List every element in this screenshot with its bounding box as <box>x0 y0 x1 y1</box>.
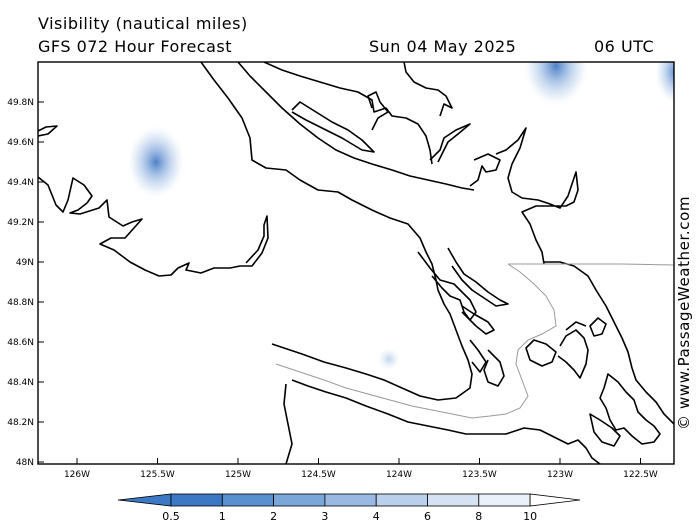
fog-patch <box>522 62 590 108</box>
lon-label: 123W <box>547 470 573 480</box>
legend-swatch <box>273 493 326 507</box>
legend-label: 6 <box>424 510 431 523</box>
map-title: Visibility (nautical miles) <box>38 14 248 33</box>
forecast-label: GFS 072 Hour Forecast <box>38 37 233 56</box>
legend-swatch <box>221 493 275 507</box>
coastline <box>38 62 674 464</box>
legend-swatch <box>478 493 531 507</box>
lat-label: 49.8N <box>7 98 34 108</box>
lat-label: 49.2N <box>7 218 34 228</box>
legend-swatch <box>324 493 377 507</box>
fog-patch <box>654 62 674 106</box>
lon-label: 123.5W <box>462 470 497 480</box>
lat-label: 49.6N <box>7 138 34 148</box>
lon-label: 122.5W <box>623 470 658 480</box>
lat-label: 48.4N <box>7 378 34 388</box>
forecast-date: Sun 04 May 2025 <box>369 37 517 56</box>
legend-label: 1 <box>219 510 226 523</box>
legend-swatch <box>427 493 480 507</box>
legend-swatch <box>375 493 428 507</box>
lat-label: 48.6N <box>7 338 34 348</box>
lon-label: 125.5W <box>140 470 175 480</box>
lon-label: 126W <box>64 470 90 480</box>
legend-label: 4 <box>373 510 380 523</box>
latitude-axis: 49.8N 49.6N 49.4N 49.2N 49N 48.8N 48.6N 48.4N 48… <box>7 98 44 468</box>
map-frame <box>37 61 675 465</box>
lat-label: 48.2N <box>7 418 34 428</box>
forecast-time: 06 UTC <box>594 37 655 56</box>
legend-arrow-high <box>529 493 581 507</box>
lon-label: 124.5W <box>301 470 336 480</box>
longitude-axis: 126W 125.5W 125W 124.5W 124W 123.5W 123W 122.5W <box>64 458 658 480</box>
legend-label: 3 <box>321 510 328 523</box>
legend-label: 0.5 <box>162 510 180 523</box>
border-lines <box>275 263 674 419</box>
lat-label: 49.4N <box>7 178 34 188</box>
legend-arrow-low <box>117 493 172 507</box>
fog-patch <box>377 347 401 371</box>
lat-label: 48.8N <box>7 298 34 308</box>
lon-label: 124W <box>386 470 412 480</box>
lat-label: 48N <box>16 458 34 468</box>
fog-patches <box>126 62 674 371</box>
lon-label: 125W <box>225 470 251 480</box>
legend-label: 10 <box>523 510 537 523</box>
legend-label: 8 <box>475 510 482 523</box>
legend-label: 2 <box>270 510 277 523</box>
legend-swatch <box>170 493 223 507</box>
lat-label: 49N <box>16 258 34 268</box>
fog-patch <box>126 124 186 200</box>
visibility-legend: 0.5 1 2 3 4 6 8 10 <box>117 493 581 523</box>
